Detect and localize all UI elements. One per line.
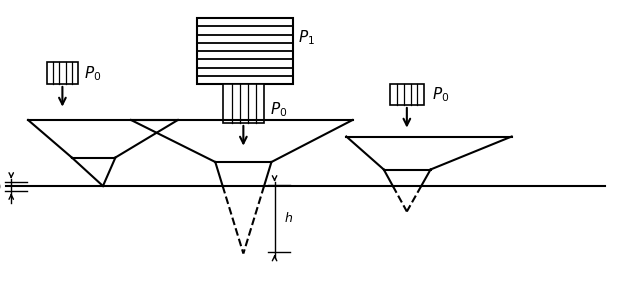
Text: $P_0$: $P_0$: [84, 64, 102, 83]
Polygon shape: [223, 84, 264, 123]
Polygon shape: [47, 61, 78, 84]
Polygon shape: [390, 84, 424, 105]
Text: $P_1$: $P_1$: [298, 28, 315, 47]
Text: $P_0$: $P_0$: [432, 85, 449, 104]
Text: $h$: $h$: [284, 211, 293, 225]
Text: $h_0$: $h_0$: [0, 179, 2, 193]
Polygon shape: [197, 18, 293, 84]
Text: $P_0$: $P_0$: [270, 100, 287, 119]
